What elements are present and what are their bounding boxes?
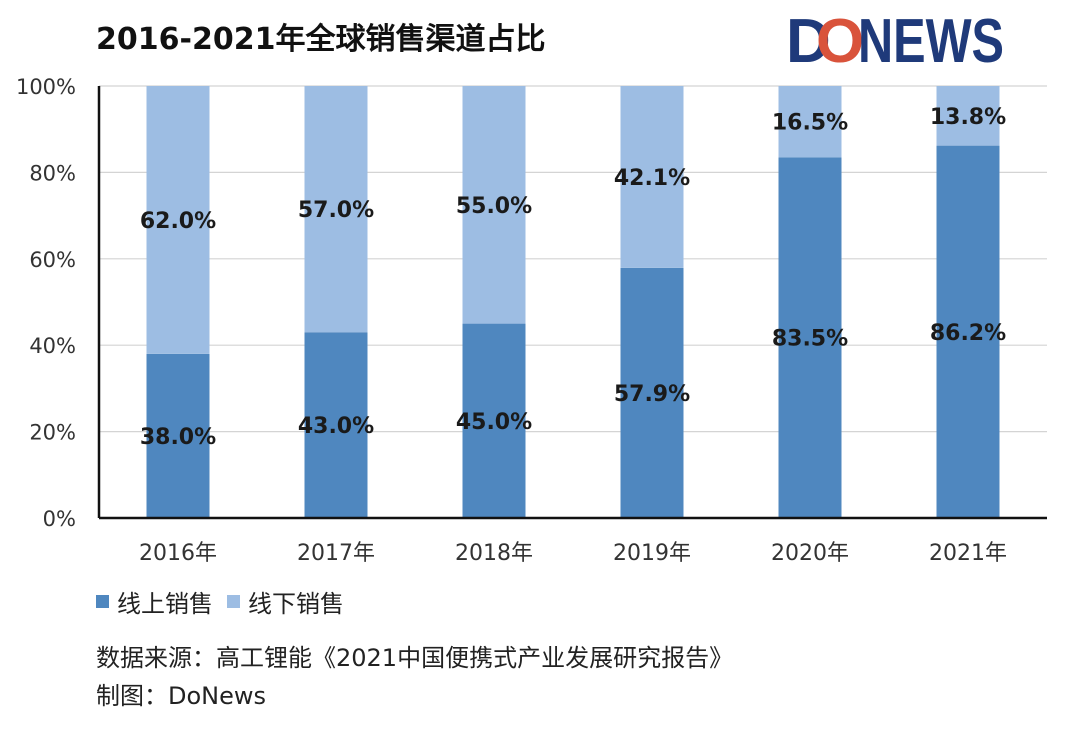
x-tick-label-0: 2016年 (139, 541, 217, 566)
bar-offline-4 (778, 86, 842, 158)
data-label-offline-3: 42.1% (614, 166, 690, 191)
bar-online-5 (936, 145, 1000, 518)
bar-offline-3 (620, 86, 684, 268)
x-tick-label-5: 2021年 (929, 541, 1007, 566)
bar-offline-5 (936, 86, 1000, 146)
y-tick-label-40: 40% (29, 334, 76, 358)
donews-logo: D O NEWS (786, 8, 1004, 70)
bar-online-4 (778, 157, 842, 518)
bar-online-2 (462, 323, 526, 518)
data-label-offline-4: 16.5% (772, 111, 848, 136)
data-label-offline-1: 57.0% (298, 198, 374, 223)
legend-item-online[interactable]: 线上销售 (96, 584, 213, 619)
x-tick-label-4: 2020年 (771, 541, 849, 566)
data-label-offline-2: 55.0% (456, 194, 532, 219)
data-label-online-4: 83.5% (772, 327, 848, 352)
logo-text-news: NEWS (858, 8, 1004, 70)
data-label-online-3: 57.9% (614, 382, 690, 407)
legend-item-offline[interactable]: 线下销售 (227, 584, 344, 619)
y-tick-label-60: 60% (29, 248, 76, 272)
legend: 线上销售 线下销售 (96, 584, 344, 619)
data-source-note: 数据来源：高工锂能《2021中国便携式产业发展研究报告》 (96, 644, 734, 672)
y-tick-label-20: 20% (29, 421, 76, 445)
bar-online-3 (620, 267, 684, 518)
bar-online-0 (146, 353, 210, 518)
bar-offline-1 (304, 86, 368, 333)
legend-swatch-online (96, 595, 109, 608)
data-label-offline-5: 13.8% (930, 105, 1006, 130)
x-tick-label-3: 2019年 (613, 541, 691, 566)
legend-label-offline: 线下销售 (248, 590, 344, 618)
bar-offline-0 (146, 86, 210, 354)
chart-credit-note: 制图：DoNews (96, 682, 267, 710)
data-label-online-5: 86.2% (930, 321, 1006, 346)
bar-offline-2 (462, 86, 526, 324)
data-label-online-1: 43.0% (298, 414, 374, 439)
bar-online-1 (304, 332, 368, 518)
stacked-bar-chart: 0% 20% 40% 60% 80% 100% 38.0% 62.0% 2016年 43.0% 57… (16, 75, 1047, 566)
x-tick-label-1: 2017年 (297, 541, 375, 566)
chart-title: 2016-2021年全球销售渠道占比 (96, 22, 546, 57)
y-tick-label-0: 0% (43, 507, 76, 531)
legend-swatch-offline (227, 595, 240, 608)
data-label-offline-0: 62.0% (140, 209, 216, 234)
y-tick-label-80: 80% (29, 161, 76, 185)
data-label-online-0: 38.0% (140, 425, 216, 450)
y-tick-label-100: 100% (16, 75, 76, 99)
x-tick-label-2: 2018年 (455, 541, 533, 566)
legend-label-online: 线上销售 (117, 590, 213, 618)
data-label-online-2: 45.0% (456, 410, 532, 435)
logo-letter-d: D (786, 8, 831, 70)
logo-letter-o: O (816, 8, 864, 70)
